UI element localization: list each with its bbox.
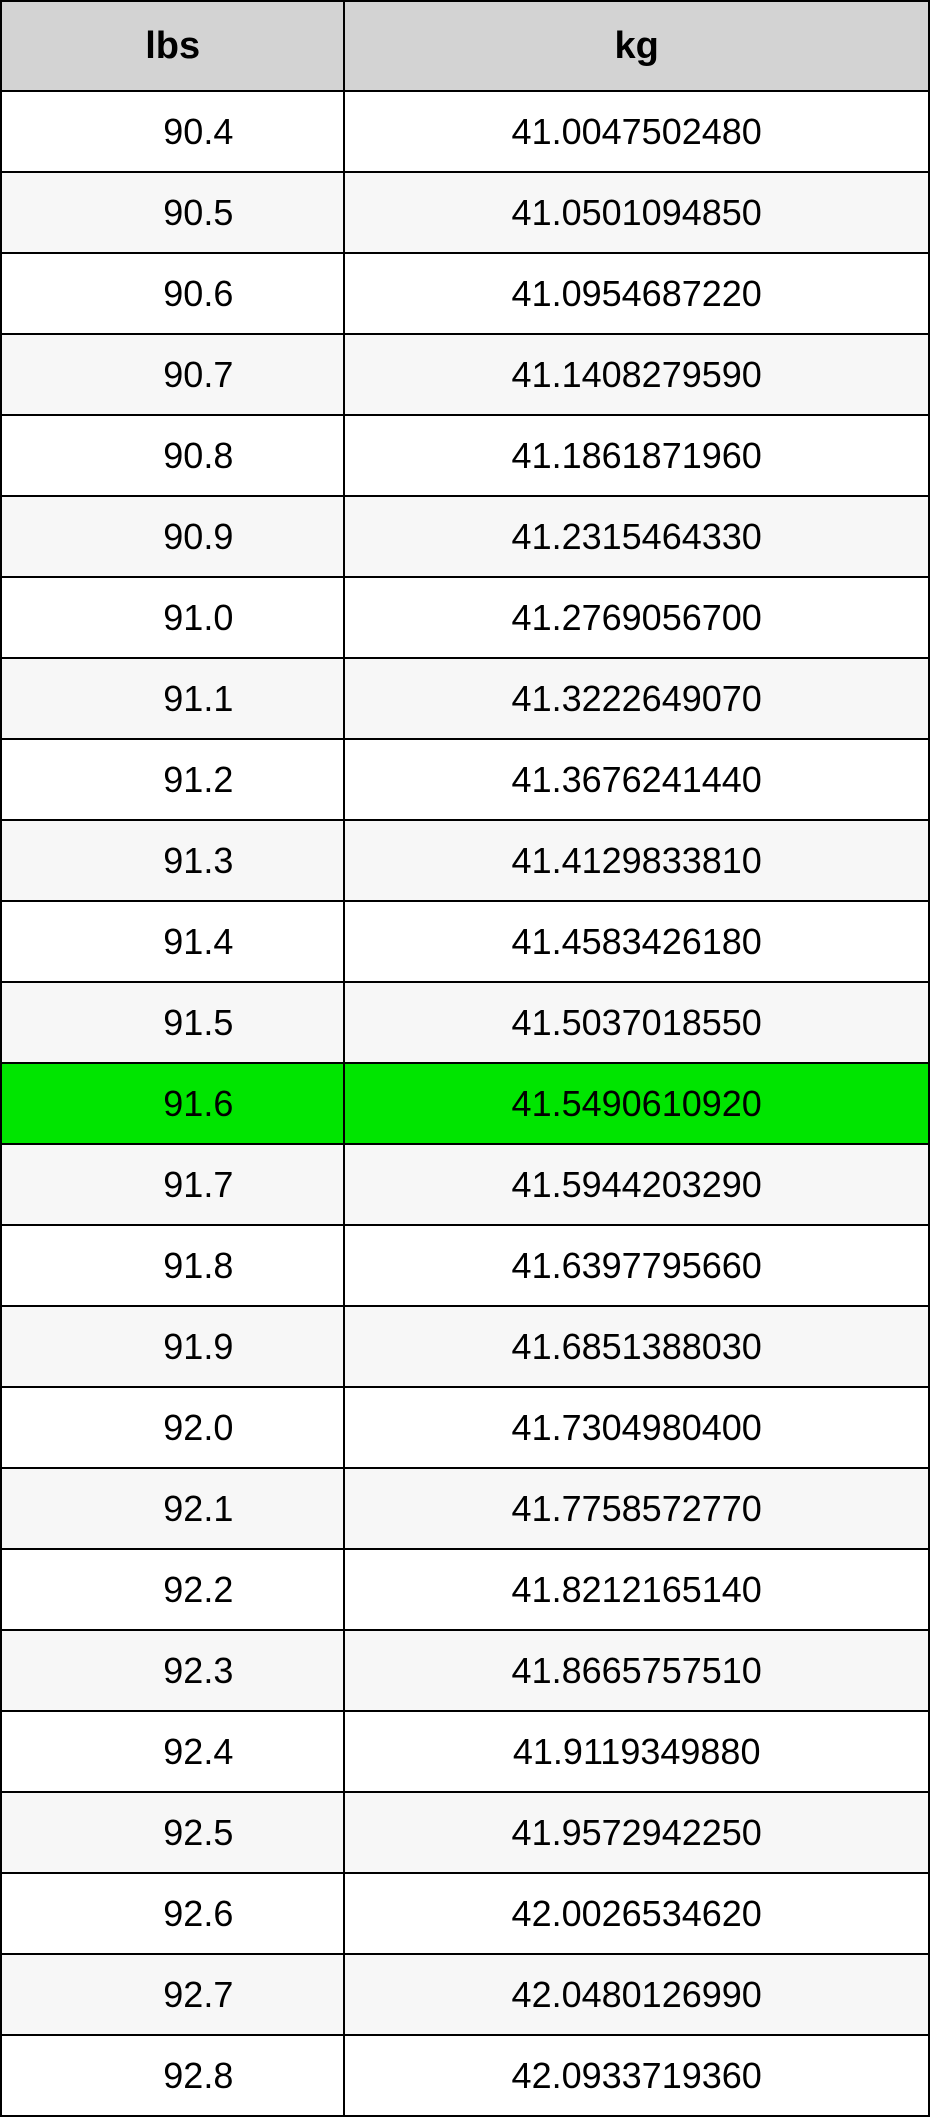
cell-kg: 41.2315464330 [344,496,929,577]
table-row: 91.141.3222649070 [1,658,929,739]
cell-lbs: 92.2 [1,1549,344,1630]
cell-lbs: 92.0 [1,1387,344,1468]
table-row: 90.941.2315464330 [1,496,929,577]
cell-kg: 41.8665757510 [344,1630,929,1711]
header-lbs: lbs [1,1,344,91]
cell-lbs: 91.7 [1,1144,344,1225]
cell-kg: 41.0501094850 [344,172,929,253]
cell-kg: 41.3222649070 [344,658,929,739]
table-row: 91.241.3676241440 [1,739,929,820]
cell-lbs: 91.2 [1,739,344,820]
cell-lbs: 91.3 [1,820,344,901]
table-row: 90.741.1408279590 [1,334,929,415]
table-row: 92.141.7758572770 [1,1468,929,1549]
cell-kg: 42.0026534620 [344,1873,929,1954]
cell-kg: 41.8212165140 [344,1549,929,1630]
table-row: 92.642.0026534620 [1,1873,929,1954]
cell-lbs: 92.4 [1,1711,344,1792]
header-row: lbs kg [1,1,929,91]
cell-lbs: 92.3 [1,1630,344,1711]
table-row: 92.341.8665757510 [1,1630,929,1711]
table-header: lbs kg [1,1,929,91]
cell-kg: 41.5037018550 [344,982,929,1063]
cell-lbs: 90.5 [1,172,344,253]
cell-kg: 41.6397795660 [344,1225,929,1306]
table-row: 92.041.7304980400 [1,1387,929,1468]
cell-kg: 41.0047502480 [344,91,929,172]
table-row: 92.842.0933719360 [1,2035,929,2116]
cell-kg: 41.1861871960 [344,415,929,496]
cell-kg: 41.6851388030 [344,1306,929,1387]
cell-lbs: 90.7 [1,334,344,415]
cell-kg: 41.5490610920 [344,1063,929,1144]
cell-lbs: 92.6 [1,1873,344,1954]
cell-lbs: 91.9 [1,1306,344,1387]
conversion-table: lbs kg 90.441.004750248090.541.050109485… [0,0,930,2117]
cell-kg: 41.1408279590 [344,334,929,415]
cell-kg: 41.3676241440 [344,739,929,820]
cell-lbs: 91.5 [1,982,344,1063]
cell-lbs: 91.4 [1,901,344,982]
table-row: 92.241.8212165140 [1,1549,929,1630]
table-row: 90.641.0954687220 [1,253,929,334]
cell-kg: 41.2769056700 [344,577,929,658]
cell-lbs: 91.6 [1,1063,344,1144]
cell-lbs: 92.7 [1,1954,344,2035]
table-body: 90.441.004750248090.541.050109485090.641… [1,91,929,2116]
table-row: 90.841.1861871960 [1,415,929,496]
cell-lbs: 91.8 [1,1225,344,1306]
cell-kg: 41.9572942250 [344,1792,929,1873]
table-row: 91.541.5037018550 [1,982,929,1063]
table-row: 91.041.2769056700 [1,577,929,658]
cell-kg: 41.5944203290 [344,1144,929,1225]
table-row: 91.941.6851388030 [1,1306,929,1387]
cell-kg: 41.7758572770 [344,1468,929,1549]
cell-kg: 41.0954687220 [344,253,929,334]
table-row: 92.742.0480126990 [1,1954,929,2035]
cell-lbs: 90.6 [1,253,344,334]
cell-lbs: 92.5 [1,1792,344,1873]
table-row: 90.541.0501094850 [1,172,929,253]
table-row: 91.341.4129833810 [1,820,929,901]
cell-kg: 42.0933719360 [344,2035,929,2116]
cell-lbs: 92.8 [1,2035,344,2116]
table-row: 91.641.5490610920 [1,1063,929,1144]
cell-kg: 41.4129833810 [344,820,929,901]
cell-kg: 41.7304980400 [344,1387,929,1468]
table-row: 90.441.0047502480 [1,91,929,172]
table-row: 91.841.6397795660 [1,1225,929,1306]
header-kg: kg [344,1,929,91]
table-row: 92.541.9572942250 [1,1792,929,1873]
cell-kg: 42.0480126990 [344,1954,929,2035]
cell-kg: 41.9119349880 [344,1711,929,1792]
table-row: 92.441.9119349880 [1,1711,929,1792]
cell-lbs: 92.1 [1,1468,344,1549]
table-row: 91.741.5944203290 [1,1144,929,1225]
cell-lbs: 91.1 [1,658,344,739]
cell-lbs: 90.4 [1,91,344,172]
cell-lbs: 90.8 [1,415,344,496]
cell-lbs: 91.0 [1,577,344,658]
conversion-table-container: lbs kg 90.441.004750248090.541.050109485… [0,0,930,2117]
cell-kg: 41.4583426180 [344,901,929,982]
table-row: 91.441.4583426180 [1,901,929,982]
cell-lbs: 90.9 [1,496,344,577]
